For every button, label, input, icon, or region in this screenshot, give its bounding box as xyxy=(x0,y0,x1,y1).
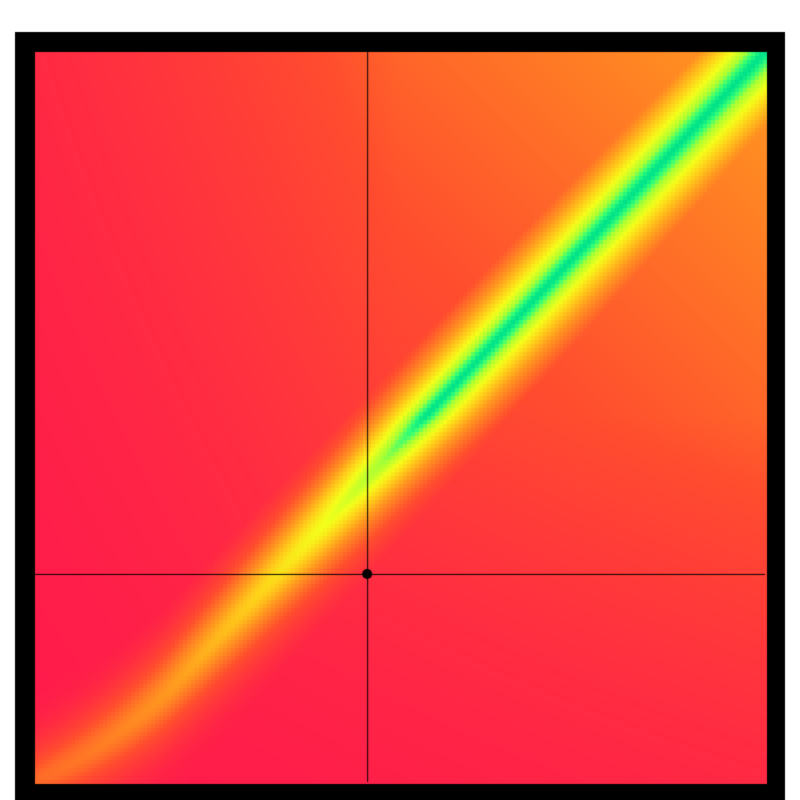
chart-container: TheBottleneck.com xyxy=(0,0,800,800)
overlay-canvas xyxy=(0,0,800,800)
